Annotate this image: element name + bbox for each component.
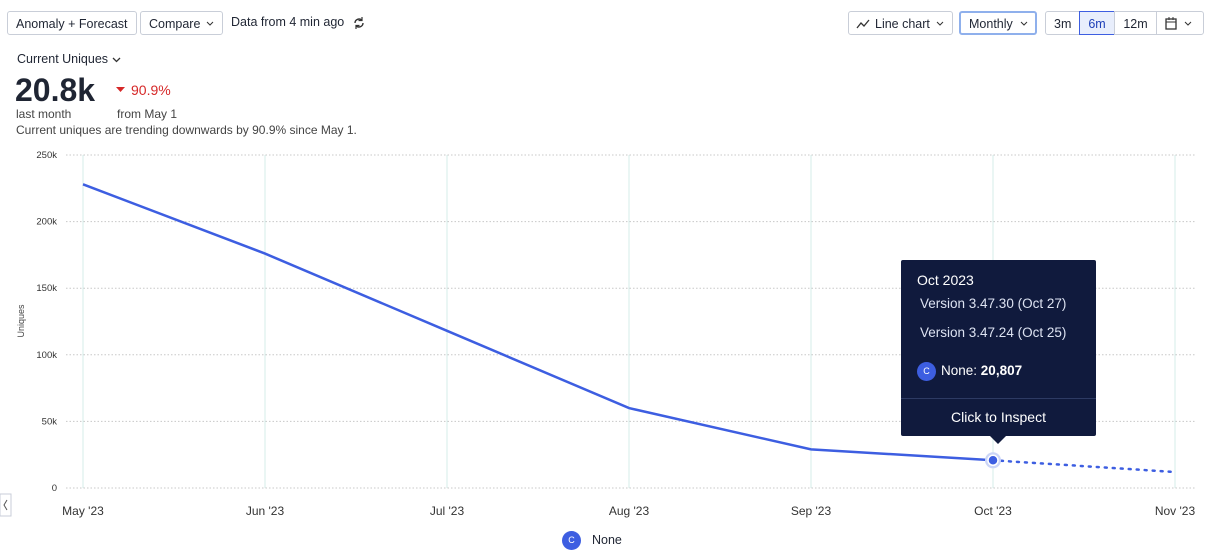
change-caption: from May 1 xyxy=(117,107,178,121)
scroll-left[interactable] xyxy=(0,493,12,517)
x-tick-label: May '23 xyxy=(62,504,104,518)
tooltip-divider xyxy=(901,398,1096,399)
legend-badge: C xyxy=(562,531,581,550)
y-tick-label: 50k xyxy=(42,416,58,427)
line-icon xyxy=(856,19,870,29)
x-tick-label: Sep '23 xyxy=(791,504,832,518)
y-axis-label: Uniques xyxy=(16,304,26,338)
compare-label: Compare xyxy=(149,17,201,31)
compare-button[interactable]: Compare xyxy=(140,11,224,35)
range-button-active[interactable]: 6m xyxy=(1079,11,1115,35)
chart-type-label: Line chart xyxy=(875,17,930,31)
tooltip-title: Oct 2023 xyxy=(917,272,974,288)
tooltip-line: Version 3.47.30 (Oct 27) xyxy=(920,296,1067,311)
y-tick-label: 150k xyxy=(36,283,57,294)
calendar-icon xyxy=(1165,17,1192,30)
chevron xyxy=(1020,21,1028,26)
metric-name[interactable]: Current Uniques xyxy=(17,52,121,66)
x-tick-label: Aug '23 xyxy=(609,504,650,518)
metric-change: 90.9% xyxy=(131,82,171,98)
tooltip-badge: C xyxy=(917,362,936,381)
metric-name-text: Current Uniques xyxy=(17,52,109,66)
tooltip-arrow xyxy=(989,435,1007,444)
chevron xyxy=(936,21,944,26)
range-button[interactable]: 12m xyxy=(1114,11,1157,35)
chevron xyxy=(207,21,214,26)
tooltip-value: 20,807 xyxy=(980,363,1023,378)
series-line xyxy=(82,183,994,462)
interval-button[interactable]: Monthly xyxy=(959,11,1037,35)
metric-value: 20.8k xyxy=(15,72,96,108)
tooltip[interactable]: Oct 2023 Version 3.47.30 (Oct 27) Versio… xyxy=(901,260,1096,444)
tooltip-line: Version 3.47.24 (Oct 25) xyxy=(920,325,1067,340)
range-button[interactable]: 3m xyxy=(1045,11,1080,35)
tooltip-action[interactable]: Click to Inspect xyxy=(951,409,1046,425)
data-point xyxy=(987,454,999,467)
refresh-icon[interactable] xyxy=(352,16,366,30)
chevron xyxy=(112,57,120,63)
chart-type-button[interactable]: Line chart xyxy=(848,11,953,35)
interval-label: Monthly xyxy=(969,17,1013,31)
legend-label[interactable]: None xyxy=(592,533,622,547)
tooltip-series: None: 20,807 xyxy=(941,363,1022,378)
mode-button[interactable]: Anomaly + Forecast xyxy=(7,11,137,35)
date-picker[interactable] xyxy=(1156,11,1204,35)
scroll-left-icon xyxy=(3,499,8,511)
x-tick-label: Jun '23 xyxy=(246,504,285,518)
y-tick-label: 250k xyxy=(36,150,57,161)
x-tick-label: Nov '23 xyxy=(1155,504,1196,518)
metric-summary: Current uniques are trending downwards b… xyxy=(16,123,357,137)
y-tick-label: 0 xyxy=(52,483,57,494)
forecast-line xyxy=(991,459,1177,474)
y-tick-label: 200k xyxy=(36,217,57,228)
down-arrow xyxy=(116,87,125,92)
freshness: Data from 4 min ago xyxy=(231,15,345,29)
value-caption: last month xyxy=(16,107,72,121)
x-tick-label: Oct '23 xyxy=(974,504,1012,518)
x-tick-label: Jul '23 xyxy=(430,504,465,518)
y-tick-label: 100k xyxy=(36,350,57,361)
tooltip-series-label: None: xyxy=(941,363,978,378)
